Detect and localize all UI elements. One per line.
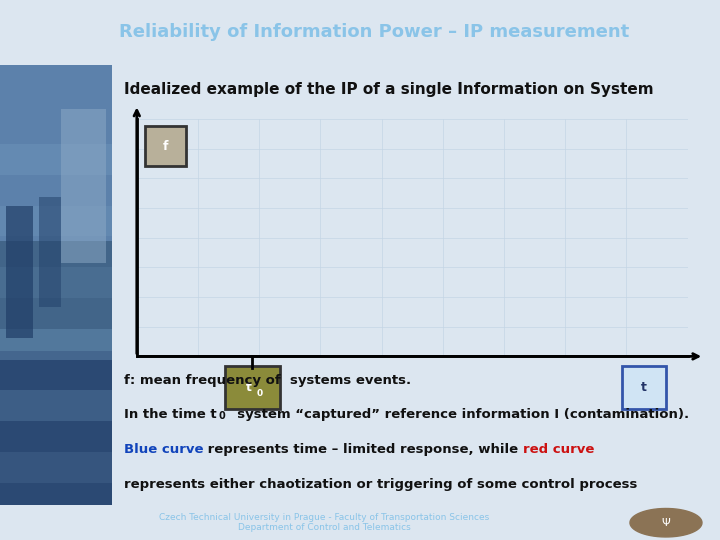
Text: represents time – limited response, while: represents time – limited response, whil… [203,443,523,456]
Text: 0: 0 [257,389,263,398]
Text: represents either chaotization or triggering of some control process: represents either chaotization or trigge… [124,478,637,491]
Bar [39,197,61,307]
Bar [61,109,106,263]
Bar [0,241,112,351]
Bar [0,452,112,483]
Text: 0: 0 [218,411,225,421]
FancyBboxPatch shape [145,126,186,166]
Text: red curve: red curve [523,443,595,456]
Bar [6,206,33,338]
Bar [0,65,112,241]
Text: t: t [246,381,252,394]
FancyBboxPatch shape [621,366,665,409]
Text: In the time t: In the time t [124,408,217,421]
Text: f: mean frequency of  systems events.: f: mean frequency of systems events. [124,374,411,387]
Bar [0,206,112,237]
Bar [0,329,112,360]
Bar [0,390,112,421]
Text: t: t [641,381,647,394]
Text: system “captured” reference information I (contamination).: system “captured” reference information … [228,408,690,421]
Text: Blue curve: Blue curve [124,443,203,456]
Text: f: f [163,140,168,153]
Bar [0,267,112,298]
Bar [0,351,112,505]
Text: Czech Technical University in Prague - Faculty of Transportation Sciences
Depart: Czech Technical University in Prague - F… [159,513,489,532]
Polygon shape [630,509,702,537]
Text: Reliability of Information Power – IP measurement: Reliability of Information Power – IP me… [120,23,629,42]
Bar [0,144,112,175]
FancyBboxPatch shape [225,366,280,409]
Text: Idealized example of the IP of a single Information on System: Idealized example of the IP of a single … [124,82,653,97]
Text: Ψ: Ψ [662,518,670,528]
